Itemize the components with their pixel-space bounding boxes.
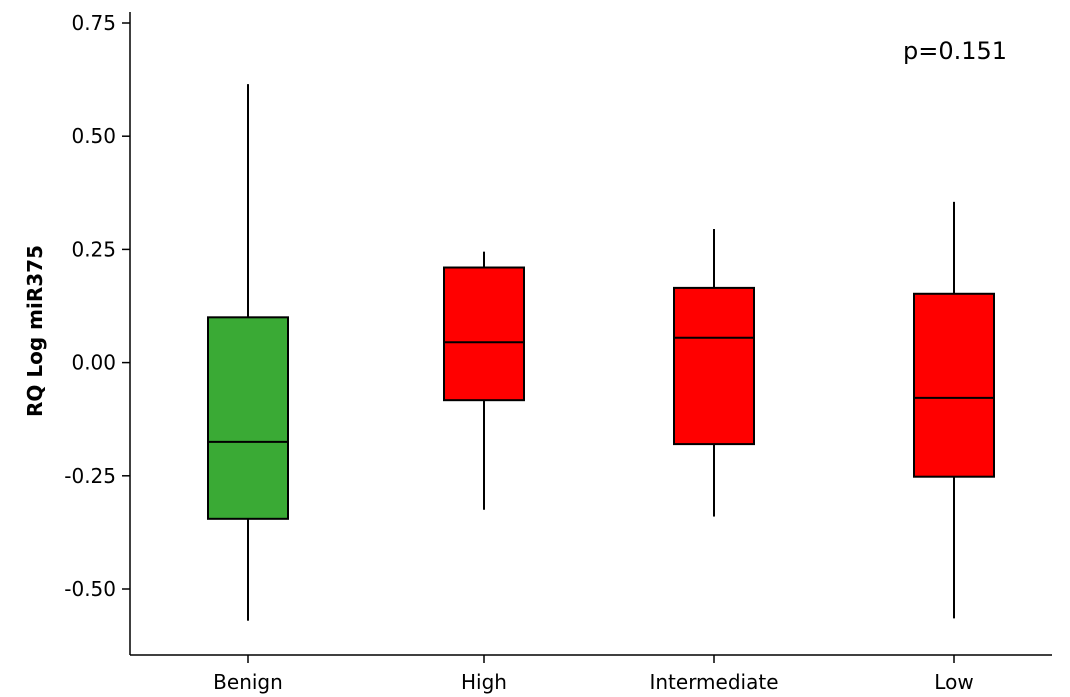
x-tick-label: High [461, 670, 507, 694]
y-tick-label: 0.50 [71, 124, 116, 148]
box-benign [207, 84, 289, 621]
p-value-annotation: p=0.151 [903, 37, 1007, 65]
y-tick-label: 0.25 [71, 237, 116, 261]
y-tick-label: -0.25 [64, 464, 116, 488]
y-axis-title: RQ Log miR375 [23, 245, 47, 417]
box-intermediate [673, 229, 755, 517]
iqr-box [207, 316, 289, 520]
y-tick-label: 0.75 [71, 11, 116, 35]
iqr-box [443, 266, 525, 402]
x-tick-label: Low [934, 670, 973, 694]
iqr-box [913, 292, 995, 478]
box-low [913, 201, 995, 619]
box-high [443, 251, 525, 510]
x-tick-label: Intermediate [649, 670, 778, 694]
x-tick-label: Benign [213, 670, 283, 694]
iqr-box [673, 286, 755, 446]
y-tick-label: -0.50 [64, 577, 116, 601]
y-tick-label: 0.00 [71, 351, 116, 375]
